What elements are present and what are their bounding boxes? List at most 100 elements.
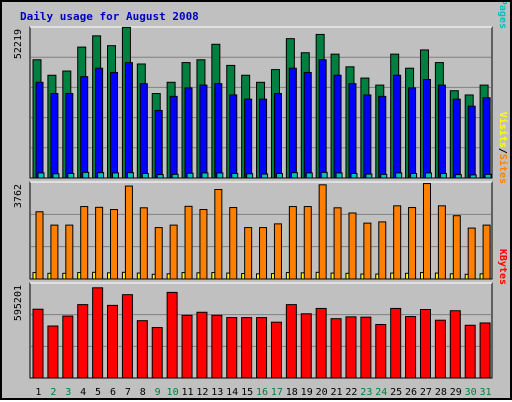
bar-pages-day-26: [410, 172, 418, 179]
bar-files-day-2: [50, 93, 59, 179]
bar-pages-day-17: [275, 172, 283, 179]
bar-files-day-6: [110, 71, 119, 179]
bar-files-day-7: [124, 62, 133, 179]
bar-pages-day-22: [350, 172, 358, 179]
bar-files-day-22: [348, 83, 357, 179]
bar-kbytes-day-16: [256, 317, 268, 379]
bar-kbytes-day-10: [166, 291, 178, 379]
bar-visits-day-12: [199, 209, 208, 280]
bar-pages-day-23: [365, 173, 373, 179]
bar-pages-day-15: [246, 173, 254, 179]
bar-pages-day-11: [186, 172, 194, 179]
bar-pages-day-7: [126, 172, 134, 179]
bar-files-day-31: [482, 97, 491, 179]
x-tick-day-14: 14: [226, 387, 238, 398]
bar-kbytes-day-23: [360, 316, 372, 379]
legend-entry-2-1: /: [497, 148, 508, 154]
bar-kbytes-day-1: [32, 308, 44, 379]
bar-kbytes-day-21: [330, 318, 342, 379]
bar-files-day-8: [139, 83, 148, 179]
bar-kbytes-day-29: [449, 310, 461, 379]
x-tick-day-5: 5: [95, 387, 101, 398]
bar-files-day-16: [259, 98, 268, 179]
x-tick-day-26: 26: [405, 387, 417, 398]
x-tick-day-2: 2: [50, 387, 56, 398]
bar-kbytes-day-18: [285, 304, 297, 379]
bar-kbytes-day-30: [464, 324, 476, 379]
bar-kbytes-day-31: [479, 322, 491, 379]
bar-kbytes-day-15: [241, 317, 253, 379]
legend-entry-3-0: KBytes: [497, 249, 508, 285]
bar-files-day-29: [452, 98, 461, 179]
bar-files-day-14: [229, 94, 238, 179]
bar-files-day-11: [184, 87, 193, 179]
legend-entry-2-0: Visits: [497, 112, 509, 148]
bar-pages-day-28: [439, 172, 447, 179]
bar-visits-day-14: [229, 207, 238, 280]
bar-files-day-23: [363, 94, 372, 179]
bar-pages-day-12: [201, 172, 209, 179]
bar-visits-day-31: [482, 224, 491, 280]
x-tick-day-21: 21: [330, 387, 342, 398]
x-tick-day-20: 20: [316, 387, 328, 398]
x-tick-day-1: 1: [35, 387, 41, 398]
legend-entry-2-2: Sites: [497, 154, 509, 184]
bar-visits-day-25: [393, 205, 402, 280]
bar-visits-day-4: [80, 206, 89, 280]
bar-pages-day-8: [141, 172, 149, 179]
bar-visits-day-16: [259, 227, 268, 280]
bar-kbytes-day-14: [226, 317, 238, 379]
bar-visits-day-29: [452, 215, 461, 280]
x-tick-day-11: 11: [181, 387, 193, 398]
bar-pages-day-14: [231, 172, 239, 179]
bar-files-day-26: [408, 87, 417, 179]
bar-kbytes-day-3: [62, 315, 74, 379]
x-tick-day-7: 7: [125, 387, 131, 398]
bar-kbytes-day-5: [92, 287, 104, 379]
bar-visits-day-13: [214, 189, 223, 280]
bar-visits-day-26: [408, 207, 417, 280]
bar-pages-day-10: [171, 173, 179, 179]
bar-files-day-20: [318, 59, 327, 179]
x-tick-day-12: 12: [196, 387, 208, 398]
bar-pages-day-21: [335, 172, 343, 179]
x-tick-day-22: 22: [345, 387, 357, 398]
bar-files-day-19: [303, 71, 312, 179]
bar-visits-day-6: [110, 209, 119, 280]
bar-kbytes-day-28: [434, 319, 446, 379]
x-tick-day-8: 8: [140, 387, 146, 398]
bar-visits-day-27: [422, 183, 431, 280]
x-tick-day-25: 25: [390, 387, 402, 398]
x-tick-day-6: 6: [110, 387, 116, 398]
series-legend-2: Visits/Sites: [497, 112, 509, 184]
bar-pages-day-30: [469, 174, 477, 179]
bar-files-day-4: [80, 76, 89, 179]
bar-files-day-3: [65, 93, 74, 179]
bar-pages-day-4: [82, 171, 90, 179]
bar-kbytes-day-24: [375, 323, 387, 379]
bar-visits-day-17: [273, 223, 282, 280]
bar-pages-day-18: [290, 172, 298, 179]
bar-files-day-30: [467, 105, 476, 179]
bar-files-day-27: [422, 78, 431, 179]
bar-kbytes-day-7: [121, 294, 133, 379]
bar-visits-day-19: [303, 206, 312, 280]
x-tick-day-18: 18: [286, 387, 298, 398]
bar-visits-day-24: [378, 221, 387, 280]
bar-visits-day-9: [154, 227, 163, 280]
bar-files-day-15: [244, 98, 253, 179]
bar-pages-day-5: [97, 172, 105, 179]
bar-files-day-24: [378, 95, 387, 179]
x-tick-day-9: 9: [155, 387, 161, 398]
bar-pages-day-1: [37, 172, 45, 179]
bar-pages-day-13: [216, 172, 224, 179]
bar-visits-day-8: [139, 207, 148, 280]
bar-pages-day-3: [67, 172, 75, 179]
series-legend-1: Hits/Files/Pages: [497, 2, 509, 29]
bar-kbytes-day-17: [270, 321, 282, 379]
x-tick-day-17: 17: [271, 387, 283, 398]
x-tick-day-10: 10: [167, 387, 179, 398]
bar-pages-day-25: [395, 172, 403, 179]
bar-files-day-10: [169, 95, 178, 179]
